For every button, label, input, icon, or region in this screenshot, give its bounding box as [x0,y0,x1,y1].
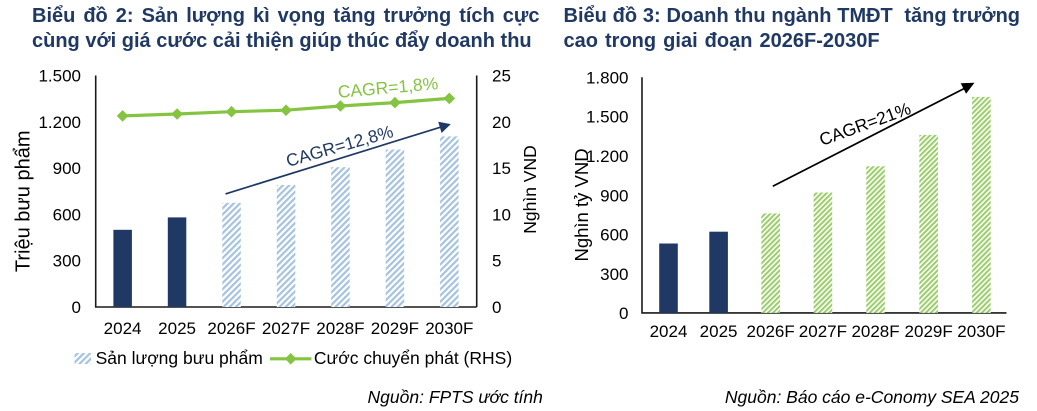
svg-text:1.200: 1.200 [586,147,629,166]
svg-text:2028F: 2028F [851,322,899,341]
svg-text:1.500: 1.500 [38,67,81,86]
svg-text:25: 25 [492,67,511,86]
svg-text:2026F: 2026F [207,319,255,338]
svg-text:2030F: 2030F [425,319,473,338]
svg-text:2024: 2024 [650,322,688,341]
svg-text:300: 300 [53,252,81,271]
svg-text:Nguồn: Báo cáo e-Conomy SEA 20: Nguồn: Báo cáo e-Conomy SEA 2025 [725,387,1019,407]
svg-text:5: 5 [492,252,501,271]
svg-text:600: 600 [53,205,81,224]
svg-text:Sản lượng bưu phẩm: Sản lượng bưu phẩm [96,348,263,368]
svg-text:0: 0 [619,304,628,323]
svg-text:Nghìn VND: Nghìn VND [520,145,540,234]
svg-text:10: 10 [492,205,511,224]
svg-text:600: 600 [600,226,628,245]
svg-text:300: 300 [600,265,628,284]
svg-text:2030F: 2030F [957,322,1005,341]
svg-text:2029F: 2029F [371,319,419,338]
svg-text:15: 15 [492,159,511,178]
svg-text:CAGR=1,8%: CAGR=1,8% [337,73,439,102]
svg-text:0: 0 [72,298,81,317]
svg-text:Cước chuyển phát (RHS): Cước chuyển phát (RHS) [314,348,512,368]
svg-text:Nguồn: FPTS ước tính: Nguồn: FPTS ước tính [368,387,543,407]
svg-text:1.500: 1.500 [586,108,629,127]
svg-text:900: 900 [600,186,628,205]
svg-text:2024: 2024 [104,319,142,338]
svg-text:Nghìn tỷ VND: Nghìn tỷ VND [571,148,592,261]
svg-text:2025: 2025 [158,319,196,338]
svg-text:CAGR=21%: CAGR=21% [817,98,914,150]
svg-text:2029F: 2029F [905,322,953,341]
svg-text:0: 0 [492,298,501,317]
svg-text:2026F: 2026F [747,322,795,341]
svg-text:20: 20 [492,113,511,132]
svg-text:2028F: 2028F [316,319,364,338]
svg-text:1.200: 1.200 [38,113,81,132]
svg-text:900: 900 [53,159,81,178]
svg-text:2025: 2025 [700,322,738,341]
svg-text:1.800: 1.800 [586,68,629,87]
svg-text:2027F: 2027F [799,322,847,341]
svg-text:2027F: 2027F [262,319,310,338]
svg-text:Triệu bưu phẩm: Triệu bưu phẩm [13,130,35,272]
